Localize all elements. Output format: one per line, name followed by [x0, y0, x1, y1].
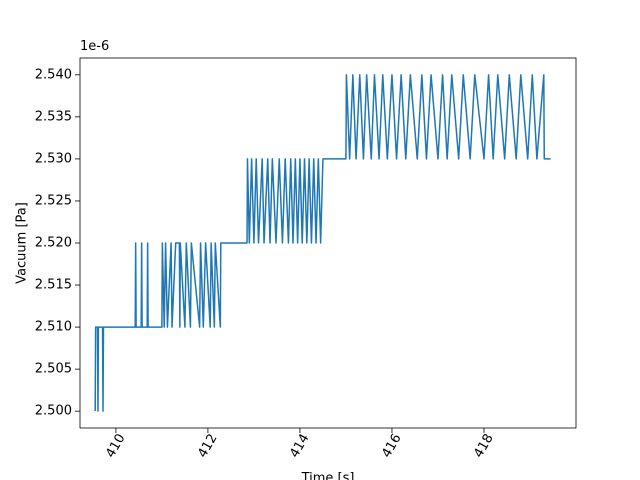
y-tick-label: 2.530: [35, 151, 72, 166]
y-tick-label: 2.515: [35, 278, 72, 293]
x-axis-label: Time [s]: [301, 471, 355, 480]
y-axis-label: Vacuum [Pa]: [15, 202, 30, 284]
y-tick-label: 2.510: [35, 320, 72, 335]
plot-frame: [79, 57, 577, 429]
y-tick-label: 2.525: [35, 193, 72, 208]
y-tick-label: 2.500: [35, 404, 72, 419]
y-tick-label: 2.520: [35, 236, 72, 251]
data-line: [94, 74, 551, 412]
y-tick-label: 2.505: [35, 362, 72, 377]
y-tick-label: 2.540: [35, 67, 72, 82]
y-tick-label: 2.535: [35, 109, 72, 124]
offset-text: 1e-6: [80, 39, 109, 54]
